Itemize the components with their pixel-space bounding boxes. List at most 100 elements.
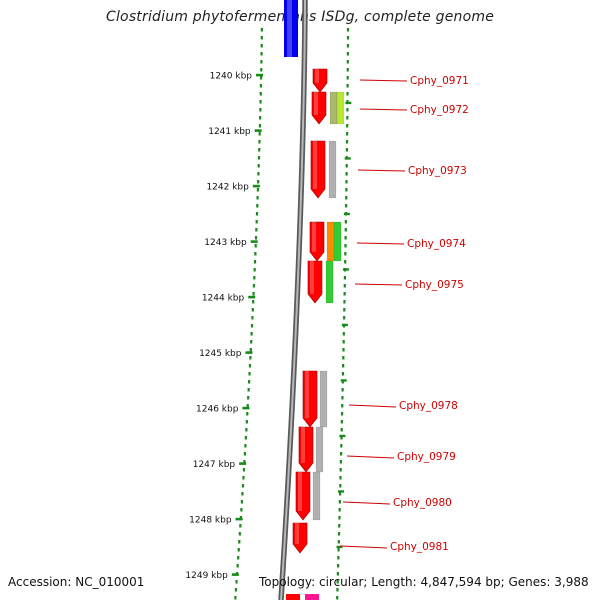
scale-dot: [242, 468, 246, 472]
scale-dot: [259, 84, 263, 88]
scale-dot: [238, 532, 241, 536]
scale-dot: [345, 164, 348, 168]
scale-dot: [249, 348, 252, 352]
major-tick: [242, 406, 250, 410]
scale-dot: [344, 236, 347, 240]
protein-feature: [336, 91, 345, 125]
scale-dot: [344, 252, 347, 256]
protein-feature: [328, 140, 337, 199]
scale-dot: [247, 380, 251, 384]
gene-label-leader: [339, 545, 388, 549]
protein-feature: [312, 471, 321, 521]
scale-dot: [338, 516, 341, 520]
scale-dot: [237, 548, 240, 552]
scale-dot: [240, 500, 244, 504]
scale-dot: [337, 532, 341, 536]
tick-label: 1247 kbp: [193, 460, 236, 470]
gene-label: Cphy_0980: [393, 497, 452, 509]
minor-tick: [336, 545, 343, 549]
gene-arrow-shine: [310, 261, 314, 294]
scale-dot: [257, 180, 260, 184]
scale-dot: [245, 420, 248, 424]
minor-tick: [342, 268, 349, 271]
scale-dot: [346, 124, 349, 128]
scale-dot: [256, 196, 259, 200]
gene-label: Cphy_0975: [405, 279, 464, 291]
scale-dot: [250, 340, 253, 344]
protein-feature: [329, 91, 338, 125]
scale-dot: [256, 188, 259, 192]
scale-dot: [247, 396, 250, 400]
gene-label-leader: [356, 242, 405, 245]
scale-dot: [250, 324, 254, 328]
scale-dot: [341, 404, 344, 408]
gene-label-leader: [359, 79, 408, 82]
scale-dot: [258, 132, 261, 136]
tick-label: 1241 kbp: [208, 127, 251, 137]
scale-dot: [346, 60, 349, 64]
scale-dot: [346, 44, 350, 48]
scale-dot: [260, 68, 263, 72]
topology-text: Topology: circular; Length: 4,847,594 bp…: [259, 575, 589, 589]
scale-dot: [341, 372, 345, 376]
gene-label: Cphy_0979: [397, 451, 456, 463]
downstream-gene: [305, 594, 319, 600]
downstream-gene: [286, 594, 300, 600]
scale-dot: [343, 276, 347, 280]
scale-dot: [346, 108, 349, 112]
scale-dot: [342, 364, 345, 368]
gene-arrow-shine: [295, 523, 299, 544]
tick-label: 1243 kbp: [204, 238, 247, 248]
scale-dot: [345, 148, 349, 152]
tick-label: 1246 kbp: [196, 405, 239, 415]
protein-feature: [325, 260, 334, 304]
scale-dot: [251, 308, 254, 312]
major-tick: [256, 73, 264, 77]
scale-dot: [254, 252, 257, 256]
genome-backbone-highlight: [280, 0, 306, 600]
scale-dot: [338, 492, 342, 496]
scale-dot: [343, 308, 346, 312]
scale-dot: [258, 140, 261, 144]
scale-dot: [237, 556, 240, 560]
scale-dot: [340, 436, 343, 440]
scale-dot: [344, 228, 347, 232]
minor-tick: [340, 379, 347, 382]
minor-tick: [341, 323, 348, 327]
scale-dot: [340, 452, 343, 456]
map-title: Clostridium phytofermentans ISDg, comple…: [105, 9, 495, 25]
scale-dot: [251, 316, 254, 320]
scale-dot: [257, 156, 261, 160]
gene-label: Cphy_0974: [407, 238, 466, 250]
scale-dot: [342, 340, 345, 344]
major-tick: [245, 351, 253, 354]
gene-label: Cphy_0981: [390, 541, 449, 553]
scale-dot: [245, 428, 248, 432]
gene-label-leader: [346, 455, 395, 459]
scale-dot: [343, 300, 346, 304]
scale-dot: [341, 380, 344, 384]
gene-label: Cphy_0973: [408, 165, 467, 177]
scale-dot: [345, 196, 348, 200]
minor-tick: [339, 434, 346, 438]
scale-dot: [343, 316, 346, 320]
scale-dot: [259, 92, 262, 96]
scale-dot: [243, 460, 246, 464]
scale-dot: [345, 188, 348, 192]
minor-tick: [344, 157, 351, 160]
scale-dot: [346, 68, 349, 72]
minor-tick: [345, 101, 352, 105]
scale-dot: [258, 148, 261, 152]
scale-dot: [244, 436, 248, 440]
scale-dot: [342, 332, 345, 336]
gene-arrow-shine: [305, 371, 309, 418]
gene-label: Cphy_0972: [410, 104, 469, 116]
scale-dot: [260, 52, 263, 56]
gene-label: Cphy_0978: [399, 400, 458, 412]
scale-dot: [346, 36, 350, 40]
tick-label: 1245 kbp: [199, 349, 242, 359]
scale-dot: [337, 540, 340, 544]
scale-dot: [345, 172, 348, 176]
scale-dot: [254, 244, 257, 248]
scale-dot: [255, 228, 258, 232]
